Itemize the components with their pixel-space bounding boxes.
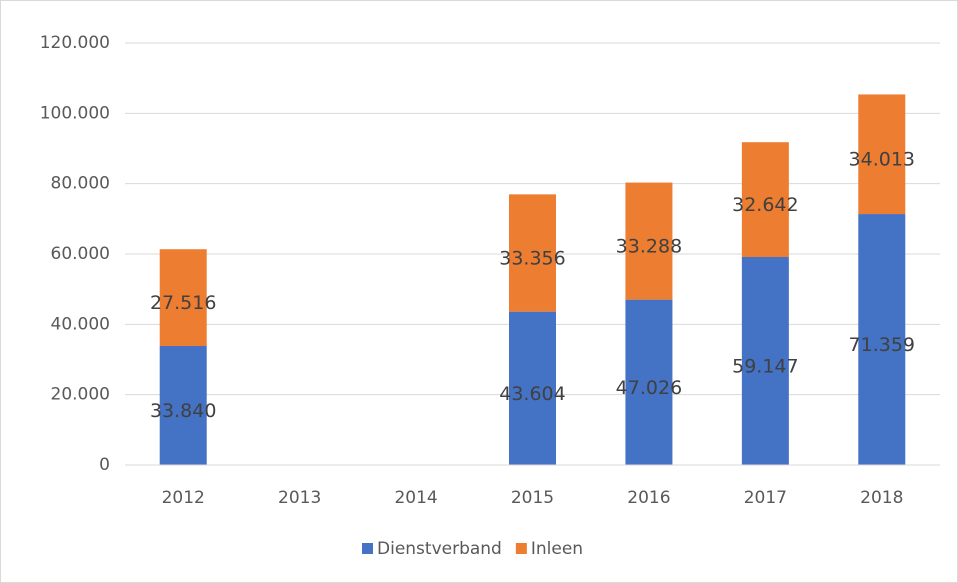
legend-label: Inleen [531, 539, 583, 559]
y-tick-label: 100.000 [40, 103, 110, 123]
data-label: 33.288 [616, 236, 682, 258]
data-label: 34.013 [849, 149, 915, 171]
y-tick-label: 40.000 [51, 314, 110, 334]
x-tick-label: 2012 [162, 488, 205, 508]
data-label: 33.356 [499, 248, 565, 270]
bar-segment [625, 299, 673, 465]
y-tick-label: 20.000 [51, 385, 110, 405]
bar-segment [741, 142, 789, 257]
bar-segment [741, 256, 789, 465]
data-label: 47.026 [616, 377, 682, 399]
y-tick-label: 60.000 [51, 244, 110, 264]
bar-segment [159, 345, 207, 465]
x-tick-label: 2017 [744, 488, 787, 508]
data-label: 27.516 [150, 292, 216, 314]
data-label: 32.642 [732, 194, 798, 216]
x-tick-label: 2018 [860, 488, 903, 508]
bar-segment [159, 249, 207, 346]
y-tick-label: 80.000 [51, 174, 110, 194]
data-label: 59.147 [732, 355, 798, 377]
y-tick-label: 0 [99, 455, 110, 475]
bar-segment [509, 311, 556, 465]
bar-segment [858, 214, 906, 465]
data-label: 33.840 [150, 400, 216, 422]
y-tick-label: 120.000 [40, 33, 110, 53]
x-tick-label: 2014 [394, 488, 437, 508]
data-label: 71.359 [849, 334, 915, 356]
legend-swatch [515, 543, 527, 554]
x-tick-label: 2013 [278, 488, 321, 508]
bar-segment [509, 194, 556, 312]
legend-swatch [362, 543, 373, 554]
data-label: 43.604 [499, 383, 565, 405]
bar-segment [625, 182, 673, 300]
x-tick-label: 2015 [511, 488, 554, 508]
legend-label: Dienstverband [377, 539, 502, 559]
x-tick-label: 2016 [627, 488, 670, 508]
bar-segment [858, 94, 906, 215]
